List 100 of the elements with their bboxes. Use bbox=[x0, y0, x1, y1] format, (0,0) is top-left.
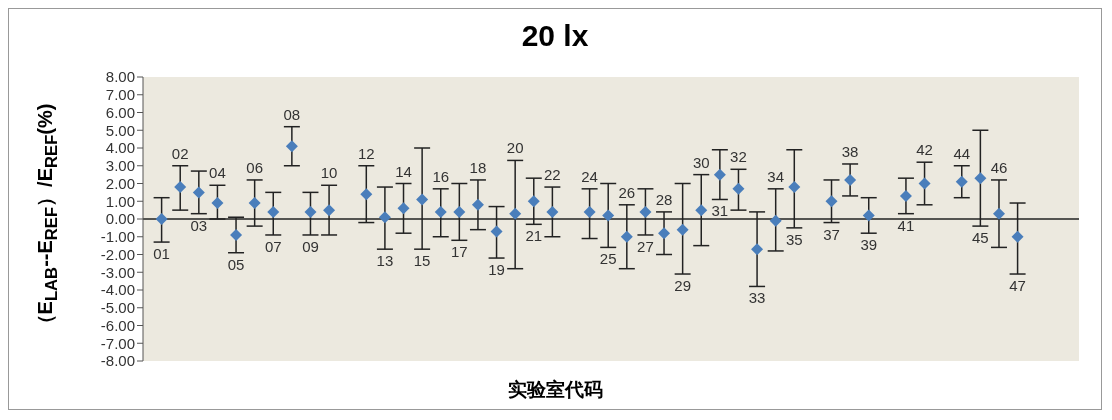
point bbox=[453, 205, 466, 218]
x-tick-label: 34 bbox=[767, 167, 785, 185]
y-tick-label: -6.00 bbox=[100, 316, 135, 334]
x-tick-label: 09 bbox=[302, 237, 319, 255]
x-tick-label: 05 bbox=[227, 255, 245, 273]
x-tick-label: 42 bbox=[916, 141, 933, 159]
point bbox=[713, 168, 726, 181]
point bbox=[676, 223, 689, 236]
x-tick-label: 27 bbox=[637, 237, 654, 255]
y-tick-label: 3.00 bbox=[105, 157, 135, 175]
x-tick-label: 02 bbox=[171, 144, 189, 162]
point bbox=[211, 197, 224, 210]
x-tick-label: 35 bbox=[785, 230, 803, 248]
x-tick-label: 29 bbox=[674, 277, 691, 295]
point bbox=[509, 207, 522, 220]
point bbox=[974, 172, 987, 185]
x-tick-label: 33 bbox=[748, 289, 766, 307]
x-tick-label: 26 bbox=[618, 183, 636, 201]
point bbox=[825, 195, 838, 208]
point bbox=[267, 205, 280, 218]
point bbox=[378, 211, 391, 224]
x-tick-label: 45 bbox=[972, 229, 989, 247]
x-tick-label: 21 bbox=[525, 227, 543, 245]
x-tick-label: 47 bbox=[1009, 277, 1026, 295]
point bbox=[416, 193, 429, 206]
x-tick-label: 24 bbox=[581, 167, 598, 185]
point bbox=[397, 202, 410, 215]
point bbox=[192, 186, 205, 199]
point bbox=[546, 205, 559, 218]
x-tick-label: 10 bbox=[320, 164, 338, 182]
x-tick-label: 22 bbox=[544, 166, 561, 184]
x-tick-label: 06 bbox=[246, 158, 263, 176]
point bbox=[769, 214, 782, 227]
y-tick-label: 0.00 bbox=[105, 210, 135, 228]
x-tick-label: 28 bbox=[655, 190, 673, 208]
point bbox=[899, 189, 912, 202]
x-tick-label: 39 bbox=[860, 236, 878, 254]
point bbox=[751, 243, 764, 256]
y-tick-label: -1.00 bbox=[100, 228, 135, 246]
y-tick-label: -5.00 bbox=[100, 299, 135, 317]
x-tick-label: 19 bbox=[488, 261, 505, 279]
x-tick-label: 38 bbox=[841, 142, 859, 160]
y-tick-label: 8.00 bbox=[105, 68, 135, 86]
point bbox=[862, 209, 875, 222]
point bbox=[490, 225, 503, 238]
x-tick-label: 46 bbox=[990, 158, 1008, 176]
x-tick-label: 25 bbox=[599, 250, 617, 268]
x-tick-label: 41 bbox=[897, 216, 915, 234]
point bbox=[658, 227, 671, 240]
x-tick-label: 16 bbox=[432, 167, 450, 185]
x-tick-label: 08 bbox=[283, 105, 301, 123]
y-tick-label: -7.00 bbox=[100, 334, 135, 352]
point bbox=[620, 230, 633, 243]
point bbox=[639, 205, 652, 218]
point bbox=[527, 195, 540, 208]
x-tick-label: 07 bbox=[264, 237, 282, 255]
x-tick-label: 37 bbox=[823, 225, 840, 243]
point bbox=[471, 198, 484, 211]
x-tick-label: 44 bbox=[953, 144, 971, 162]
y-tick-label: -2.00 bbox=[100, 245, 135, 263]
x-tick-label: 14 bbox=[395, 162, 412, 180]
point bbox=[230, 228, 243, 241]
point bbox=[323, 204, 336, 217]
x-tick-label: 13 bbox=[376, 252, 394, 270]
point bbox=[155, 213, 168, 225]
chart-title: 20 lx bbox=[520, 18, 590, 54]
y-tick-label: -3.00 bbox=[100, 263, 135, 281]
point bbox=[992, 207, 1005, 220]
x-tick-label: 01 bbox=[153, 245, 170, 263]
point bbox=[583, 205, 596, 218]
x-tick-label: 03 bbox=[190, 216, 208, 234]
point bbox=[360, 188, 373, 201]
x-tick-label: 17 bbox=[451, 243, 468, 261]
y-tick-label: 7.00 bbox=[105, 86, 135, 104]
point bbox=[732, 182, 745, 195]
point bbox=[285, 140, 298, 153]
point bbox=[695, 204, 708, 217]
point bbox=[918, 177, 931, 190]
y-tick-label: 2.00 bbox=[105, 174, 135, 192]
point bbox=[602, 209, 615, 222]
point bbox=[434, 205, 447, 218]
y-tick-label: 5.00 bbox=[105, 121, 135, 139]
y-tick-label: 4.00 bbox=[105, 139, 135, 157]
x-tick-label: 15 bbox=[413, 252, 431, 270]
y-tick-label: 6.00 bbox=[105, 103, 135, 121]
x-tick-label: 32 bbox=[730, 148, 747, 166]
point bbox=[304, 205, 317, 218]
point bbox=[788, 181, 801, 194]
x-tick-label: 20 bbox=[506, 139, 524, 157]
y-tick-label: -4.00 bbox=[100, 281, 135, 299]
point bbox=[955, 175, 968, 188]
y-tick-label: -8.00 bbox=[100, 352, 135, 370]
point bbox=[844, 173, 857, 186]
point bbox=[1011, 230, 1024, 243]
point bbox=[248, 197, 261, 210]
y-tick-label: 1.00 bbox=[105, 192, 135, 210]
x-tick-label: 12 bbox=[357, 144, 375, 162]
x-tick-label: 18 bbox=[469, 158, 487, 176]
x-tick-label: 30 bbox=[692, 153, 710, 171]
x-tick-label: 31 bbox=[711, 202, 729, 220]
